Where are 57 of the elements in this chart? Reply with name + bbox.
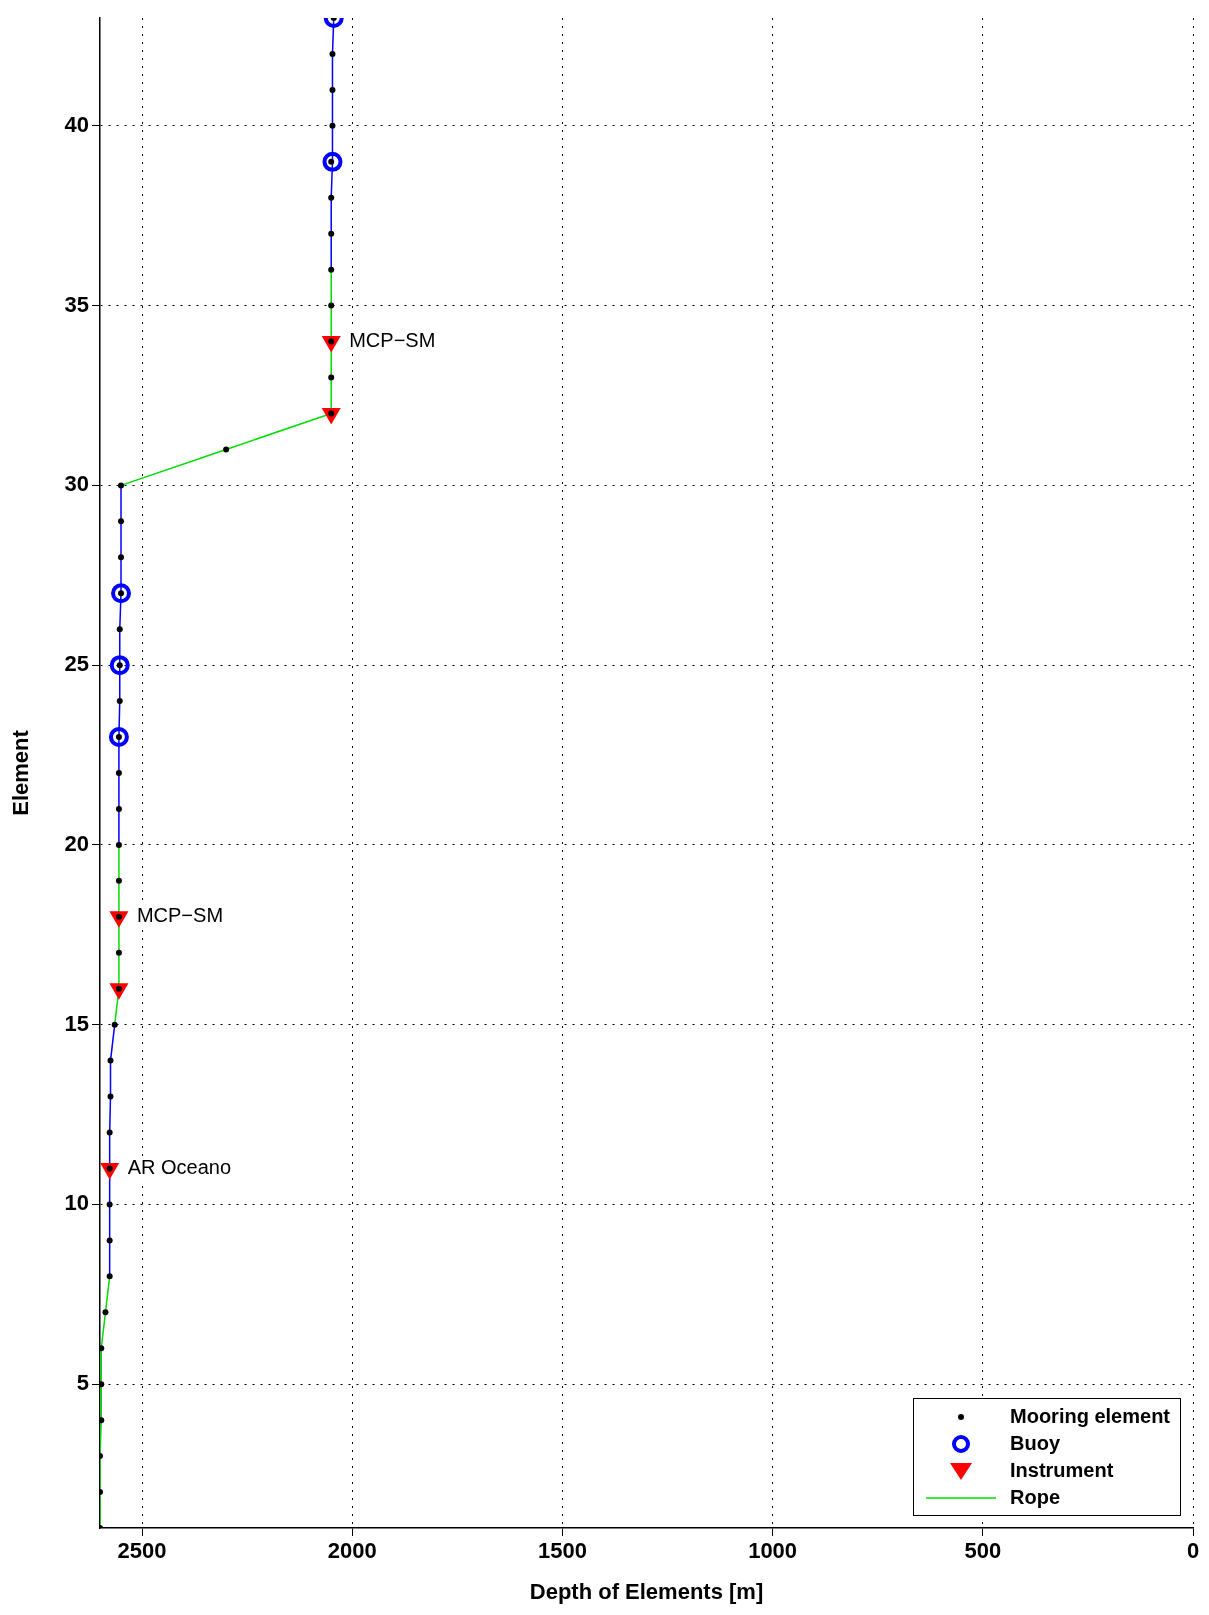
point [111, 583, 132, 604]
legend-label: Mooring element [1010, 1405, 1171, 1428]
point [329, 122, 336, 129]
point [100, 1417, 105, 1424]
point [107, 1057, 114, 1064]
x-tick-label: 1000 [748, 1538, 798, 1564]
point [328, 302, 335, 309]
x-tick-label: 1500 [537, 1538, 587, 1564]
point [118, 482, 125, 489]
point [102, 1309, 109, 1316]
point [108, 727, 129, 748]
point [223, 446, 230, 453]
point [118, 554, 125, 561]
y-tick-label: 35 [64, 291, 89, 317]
y-tick-label: 5 [76, 1370, 89, 1396]
point [106, 1201, 113, 1208]
y-tick-label: 30 [64, 471, 89, 497]
point [107, 1093, 114, 1100]
point [106, 1237, 113, 1244]
legend-label: Rope [1010, 1486, 1060, 1509]
point [106, 1273, 113, 1280]
y-tick-label: 15 [64, 1010, 89, 1036]
x-axis-title: Depth of Elements [m] [529, 1578, 764, 1604]
point [109, 655, 130, 676]
legend-label: Buoy [1010, 1432, 1060, 1455]
point [328, 230, 335, 237]
point [106, 1129, 113, 1136]
point [118, 518, 125, 525]
point [329, 50, 336, 57]
point [115, 770, 122, 776]
x-tick-label: 500 [964, 1538, 1002, 1564]
annotation: MCP−SM [349, 329, 436, 352]
x-tick-label: 2500 [117, 1538, 167, 1564]
point [328, 194, 335, 201]
point [111, 1021, 118, 1028]
y-tick-label: 40 [64, 111, 89, 137]
x-tick-label: 0 [1186, 1538, 1200, 1564]
point [116, 626, 123, 633]
point [115, 877, 122, 884]
y-axis-title: Element [8, 729, 34, 816]
point [116, 698, 123, 705]
point [115, 949, 122, 956]
point [329, 86, 336, 93]
annotation: MCP−SM [136, 904, 224, 927]
point [115, 841, 122, 848]
legend-label: Instrument [1010, 1459, 1114, 1482]
y-tick-label: 20 [64, 830, 89, 856]
point [100, 1381, 105, 1388]
y-tick-label: 10 [64, 1190, 89, 1216]
point [322, 151, 343, 172]
x-tick-label: 2000 [327, 1538, 377, 1564]
y-tick-label: 25 [64, 651, 89, 677]
point [100, 1345, 105, 1352]
point [328, 374, 335, 381]
point [328, 266, 335, 273]
point [115, 805, 122, 812]
annotation: AR Oceano [127, 1155, 232, 1178]
